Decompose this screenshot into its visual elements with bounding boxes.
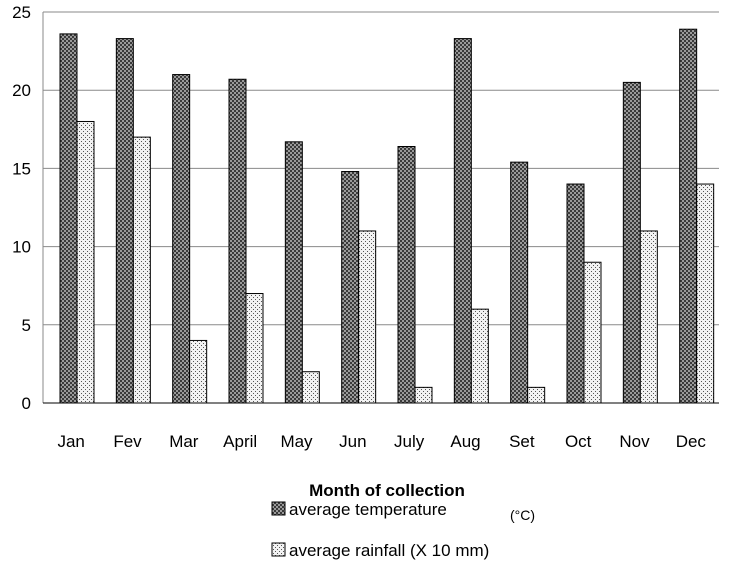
bar-rainfall-set [527, 386, 546, 404]
x-tick-label: Oct [565, 432, 592, 451]
bar-rainfall-may [301, 371, 320, 404]
legend-label-rainfall: average rainfall (X 10 mm) [289, 541, 489, 560]
bar-rainfall-july [414, 386, 433, 404]
x-axis-title: Month of collection [309, 481, 465, 500]
y-tick-label: 10 [12, 238, 31, 257]
x-tick-label: Jun [339, 432, 366, 451]
x-axis: Jan Fev Mar April May Jun July Aug Set Oct Nov Dec [43, 402, 719, 451]
bar-temperature-set [510, 161, 529, 404]
y-tick-label: 5 [22, 316, 31, 335]
bars [59, 28, 715, 404]
bar-temperature-aug [453, 38, 472, 404]
bar-rainfall-april [245, 293, 264, 404]
y-tick-label: 25 [12, 3, 31, 22]
bar-temperature-oct [566, 183, 585, 404]
legend-swatch-temperature [271, 501, 286, 516]
y-axis: 0 5 10 15 20 25 [12, 3, 44, 413]
bar-temperature-jan [59, 33, 78, 404]
legend-unit-temperature: (°C) [510, 507, 535, 523]
bar-rainfall-mar [189, 339, 208, 404]
legend-label-temperature: average temperature [289, 500, 447, 519]
bar-rainfall-fev [132, 136, 151, 404]
x-tick-label: May [280, 432, 313, 451]
bar-rainfall-jan [76, 120, 95, 404]
bar-rainfall-dec [696, 183, 715, 404]
y-tick-label: 20 [12, 81, 31, 100]
bar-temperature-nov [622, 81, 641, 404]
bar-rainfall-jun [358, 230, 377, 404]
bar-temperature-may [284, 141, 303, 404]
bar-temperature-jun [341, 171, 360, 404]
bar-temperature-mar [172, 74, 191, 404]
bar-rainfall-aug [470, 308, 489, 404]
bar-temperature-april [228, 78, 247, 404]
bar-temperature-fev [115, 38, 134, 404]
x-tick-label: Aug [450, 432, 480, 451]
x-tick-label: Mar [169, 432, 199, 451]
y-tick-label: 15 [12, 159, 31, 178]
x-tick-label: July [394, 432, 425, 451]
x-tick-label: Dec [676, 432, 707, 451]
x-tick-label: Nov [619, 432, 650, 451]
bar-temperature-dec [679, 28, 698, 404]
bar-rainfall-oct [583, 261, 602, 404]
legend: average temperature (°C) average rainfall … [271, 500, 535, 560]
y-tick-label: 0 [22, 394, 31, 413]
bar-rainfall-nov [639, 230, 658, 404]
x-tick-label: Set [509, 432, 535, 451]
x-tick-label: April [223, 432, 257, 451]
x-tick-label: Fev [113, 432, 142, 451]
bar-temperature-july [397, 146, 416, 404]
x-tick-label: Jan [57, 432, 84, 451]
legend-swatch-rainfall [271, 542, 286, 557]
